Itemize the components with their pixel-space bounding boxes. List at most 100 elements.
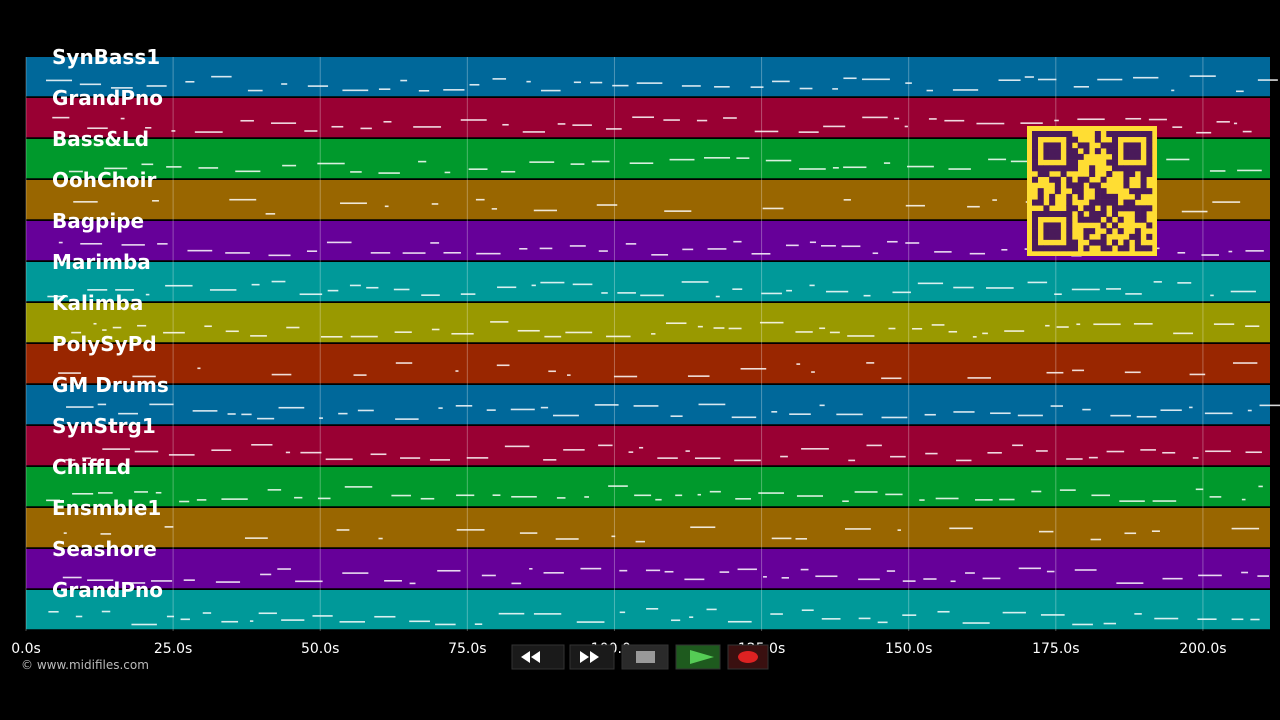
track-label: SynBass1 xyxy=(52,45,160,69)
note xyxy=(215,581,241,583)
qr-module xyxy=(1146,222,1153,229)
note xyxy=(267,489,282,491)
note xyxy=(762,207,784,210)
track-band xyxy=(26,508,1270,548)
note xyxy=(1072,623,1093,626)
note xyxy=(194,131,223,133)
note xyxy=(655,498,662,501)
qr-module xyxy=(1083,142,1090,149)
record-button[interactable] xyxy=(727,644,769,670)
note xyxy=(198,167,219,169)
note xyxy=(185,80,195,83)
qr-module xyxy=(1129,142,1136,149)
note xyxy=(48,610,59,613)
qr-module xyxy=(1140,216,1147,223)
note xyxy=(443,89,465,91)
note xyxy=(572,283,593,286)
qr-module xyxy=(1094,216,1101,223)
note xyxy=(736,157,750,159)
note xyxy=(1250,618,1260,621)
note xyxy=(771,537,792,540)
credit: © www.midifiles.com xyxy=(21,658,149,672)
note xyxy=(728,327,742,330)
qr-module xyxy=(1140,182,1147,189)
track-label: Marimba xyxy=(52,250,151,274)
qr-module xyxy=(1049,245,1056,252)
note xyxy=(772,80,790,83)
note xyxy=(845,528,871,530)
qr-module xyxy=(1066,245,1073,252)
qr-module xyxy=(1089,182,1096,189)
note xyxy=(1153,281,1162,283)
qr-module xyxy=(1089,216,1096,223)
stop-button[interactable] xyxy=(621,644,669,670)
note xyxy=(344,486,373,488)
note xyxy=(340,202,367,205)
note xyxy=(339,621,365,623)
note xyxy=(902,580,916,582)
qr-module xyxy=(1032,165,1039,172)
note xyxy=(1124,532,1137,535)
note xyxy=(715,295,720,298)
note xyxy=(892,291,911,294)
qr-module xyxy=(1117,131,1124,138)
rewind-button[interactable] xyxy=(511,644,565,670)
note xyxy=(863,294,871,297)
qr-module xyxy=(1032,153,1039,160)
qr-module xyxy=(1112,165,1119,172)
note xyxy=(1103,622,1117,625)
note xyxy=(1091,494,1111,497)
note xyxy=(543,459,557,461)
note xyxy=(937,610,950,613)
note xyxy=(556,497,566,499)
qr-module xyxy=(1043,131,1050,138)
qr-module xyxy=(1112,211,1119,218)
note xyxy=(1073,86,1089,88)
play-button[interactable] xyxy=(675,644,721,670)
qr-module xyxy=(1112,193,1119,200)
note xyxy=(953,411,975,413)
note xyxy=(134,491,148,493)
qr-module xyxy=(1043,228,1050,235)
note xyxy=(606,128,622,130)
note xyxy=(619,569,628,572)
note xyxy=(785,244,799,247)
note xyxy=(1259,404,1280,407)
note xyxy=(540,89,561,92)
note xyxy=(104,167,128,170)
note xyxy=(97,403,107,406)
forward-button[interactable] xyxy=(569,644,615,670)
qr-module xyxy=(1094,211,1101,218)
note xyxy=(1196,131,1212,134)
qr-module xyxy=(1134,233,1141,240)
note xyxy=(619,611,626,614)
note xyxy=(110,87,133,89)
note xyxy=(780,455,788,458)
qr-module xyxy=(1117,228,1124,235)
qr-module xyxy=(1146,165,1153,172)
note xyxy=(1177,282,1192,284)
note xyxy=(563,449,585,451)
qr-module xyxy=(1140,188,1147,195)
qr-module xyxy=(1049,233,1056,240)
note xyxy=(573,81,581,84)
note xyxy=(645,569,661,572)
qr-module xyxy=(1049,193,1056,200)
qr-module xyxy=(1117,165,1124,172)
qr-module xyxy=(1089,199,1096,206)
qr-module xyxy=(1134,228,1141,235)
note xyxy=(187,249,213,252)
qr-module xyxy=(1032,245,1039,252)
note xyxy=(635,540,645,543)
note xyxy=(786,289,792,292)
qr-module xyxy=(1106,199,1113,206)
note xyxy=(948,330,958,333)
note xyxy=(758,492,785,494)
note xyxy=(227,413,236,415)
note xyxy=(829,331,840,334)
note xyxy=(687,375,710,377)
qr-module xyxy=(1123,142,1130,149)
note xyxy=(1166,158,1190,161)
note xyxy=(241,413,252,416)
note xyxy=(395,418,419,420)
